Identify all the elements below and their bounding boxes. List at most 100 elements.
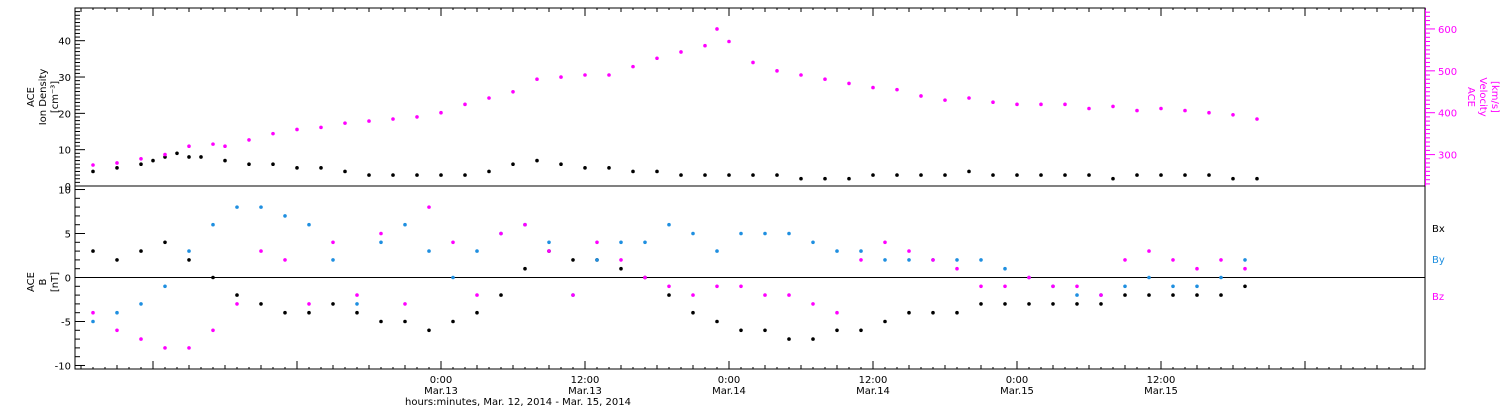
bottom-ylabel-line-3: [nT] xyxy=(50,272,61,292)
top-left-ylabel: ACE Ion Density [cm⁻³] xyxy=(26,69,61,126)
density-point xyxy=(319,166,323,170)
by-point xyxy=(595,258,599,262)
top-left-ylabel-line-1: ACE xyxy=(26,87,37,107)
bx-point xyxy=(931,310,935,315)
top-left-ylabel-line-2: Ion Density xyxy=(38,69,49,126)
bx-point xyxy=(235,293,239,297)
velocity-tick-label: 300 xyxy=(1438,151,1457,162)
velocity-point xyxy=(139,156,143,161)
by-point xyxy=(355,302,359,306)
density-point xyxy=(775,173,779,177)
bx-point xyxy=(787,337,791,341)
bx-point xyxy=(1075,302,1079,306)
bz-point xyxy=(139,337,143,341)
bz-point xyxy=(859,258,863,262)
bx-point xyxy=(1027,302,1031,306)
by-point xyxy=(259,205,263,209)
by-point xyxy=(331,258,335,262)
density-point xyxy=(115,166,119,170)
by-point xyxy=(547,240,551,245)
velocity-point xyxy=(1111,104,1115,109)
velocity-point xyxy=(823,77,827,81)
velocity-point xyxy=(223,144,227,149)
by-point xyxy=(307,222,311,227)
density-tick-label: 20 xyxy=(58,109,71,120)
bx-point xyxy=(1051,302,1055,306)
velocity-point xyxy=(751,60,755,65)
velocity-point xyxy=(871,85,875,90)
density-point xyxy=(751,173,755,177)
velocity-point xyxy=(415,115,419,119)
velocity-point xyxy=(679,50,683,54)
density-point xyxy=(583,166,587,170)
bz-point xyxy=(307,302,311,306)
by-point xyxy=(1195,284,1199,289)
bx-point xyxy=(139,249,143,253)
x-tick-label-time: 12:00 xyxy=(1147,375,1176,386)
density-point xyxy=(1231,176,1235,181)
bz-point xyxy=(1147,249,1151,253)
bz-point xyxy=(619,258,623,262)
velocity-point xyxy=(703,43,707,48)
density-point xyxy=(871,173,875,177)
density-point xyxy=(1159,173,1163,177)
density-point xyxy=(343,169,347,174)
bz-point xyxy=(1219,258,1223,262)
top-right-ylabel-line-1: ACE xyxy=(1465,87,1476,107)
by-point xyxy=(379,240,383,245)
bz-point xyxy=(115,328,119,333)
velocity-point xyxy=(1159,106,1163,111)
velocity-point xyxy=(1183,108,1187,113)
density-point xyxy=(487,169,491,174)
bz-point xyxy=(931,258,935,262)
bx-point xyxy=(1147,293,1151,297)
bz-point xyxy=(979,284,983,289)
by-point xyxy=(451,275,455,280)
x-tick-label-time: 12:00 xyxy=(571,375,600,386)
density-point xyxy=(1015,173,1019,177)
bx-point xyxy=(187,258,191,262)
bx-point xyxy=(715,319,719,324)
x-axis-title: hours:minutes, Mar. 12, 2014 - Mar. 15, … xyxy=(405,397,631,408)
bz-point xyxy=(595,240,599,245)
density-point xyxy=(1039,173,1043,177)
velocity-point xyxy=(391,117,395,121)
density-tick-label: 10 xyxy=(58,146,71,157)
velocity-point xyxy=(463,102,467,107)
velocity-point xyxy=(727,39,731,44)
bx-point xyxy=(403,319,407,324)
bz-point xyxy=(331,240,335,245)
velocity-point xyxy=(247,138,251,142)
bz-point xyxy=(163,346,167,350)
bz-point xyxy=(1075,284,1079,289)
bx-point xyxy=(1123,293,1127,297)
by-point xyxy=(763,231,767,236)
bx-point xyxy=(499,293,503,297)
bz-point xyxy=(1171,258,1175,262)
by-point xyxy=(475,249,479,253)
velocity-point xyxy=(295,127,299,132)
b-tick-label: 0 xyxy=(65,274,71,285)
density-point xyxy=(559,162,563,167)
b-tick-label: 5 xyxy=(65,230,71,241)
marks-layer xyxy=(91,27,1259,350)
density-point xyxy=(1135,173,1139,177)
bx-point xyxy=(667,293,671,297)
b-tick-label: -10 xyxy=(55,361,71,372)
velocity-point xyxy=(271,131,275,136)
bz-point xyxy=(283,258,287,262)
bz-point xyxy=(211,328,215,333)
density-point xyxy=(679,173,683,177)
by-point xyxy=(715,249,719,253)
by-point xyxy=(691,231,695,236)
top-right-ylabel: ACE Velocity [km/s] xyxy=(1465,77,1500,116)
bz-point xyxy=(187,346,191,350)
velocity-point xyxy=(631,64,635,69)
bz-point xyxy=(451,240,455,245)
bz-point xyxy=(499,231,503,236)
bz-point xyxy=(475,293,479,297)
density-point xyxy=(991,173,995,177)
bx-point xyxy=(1171,293,1175,297)
density-point xyxy=(91,169,95,174)
density-point xyxy=(1183,173,1187,177)
